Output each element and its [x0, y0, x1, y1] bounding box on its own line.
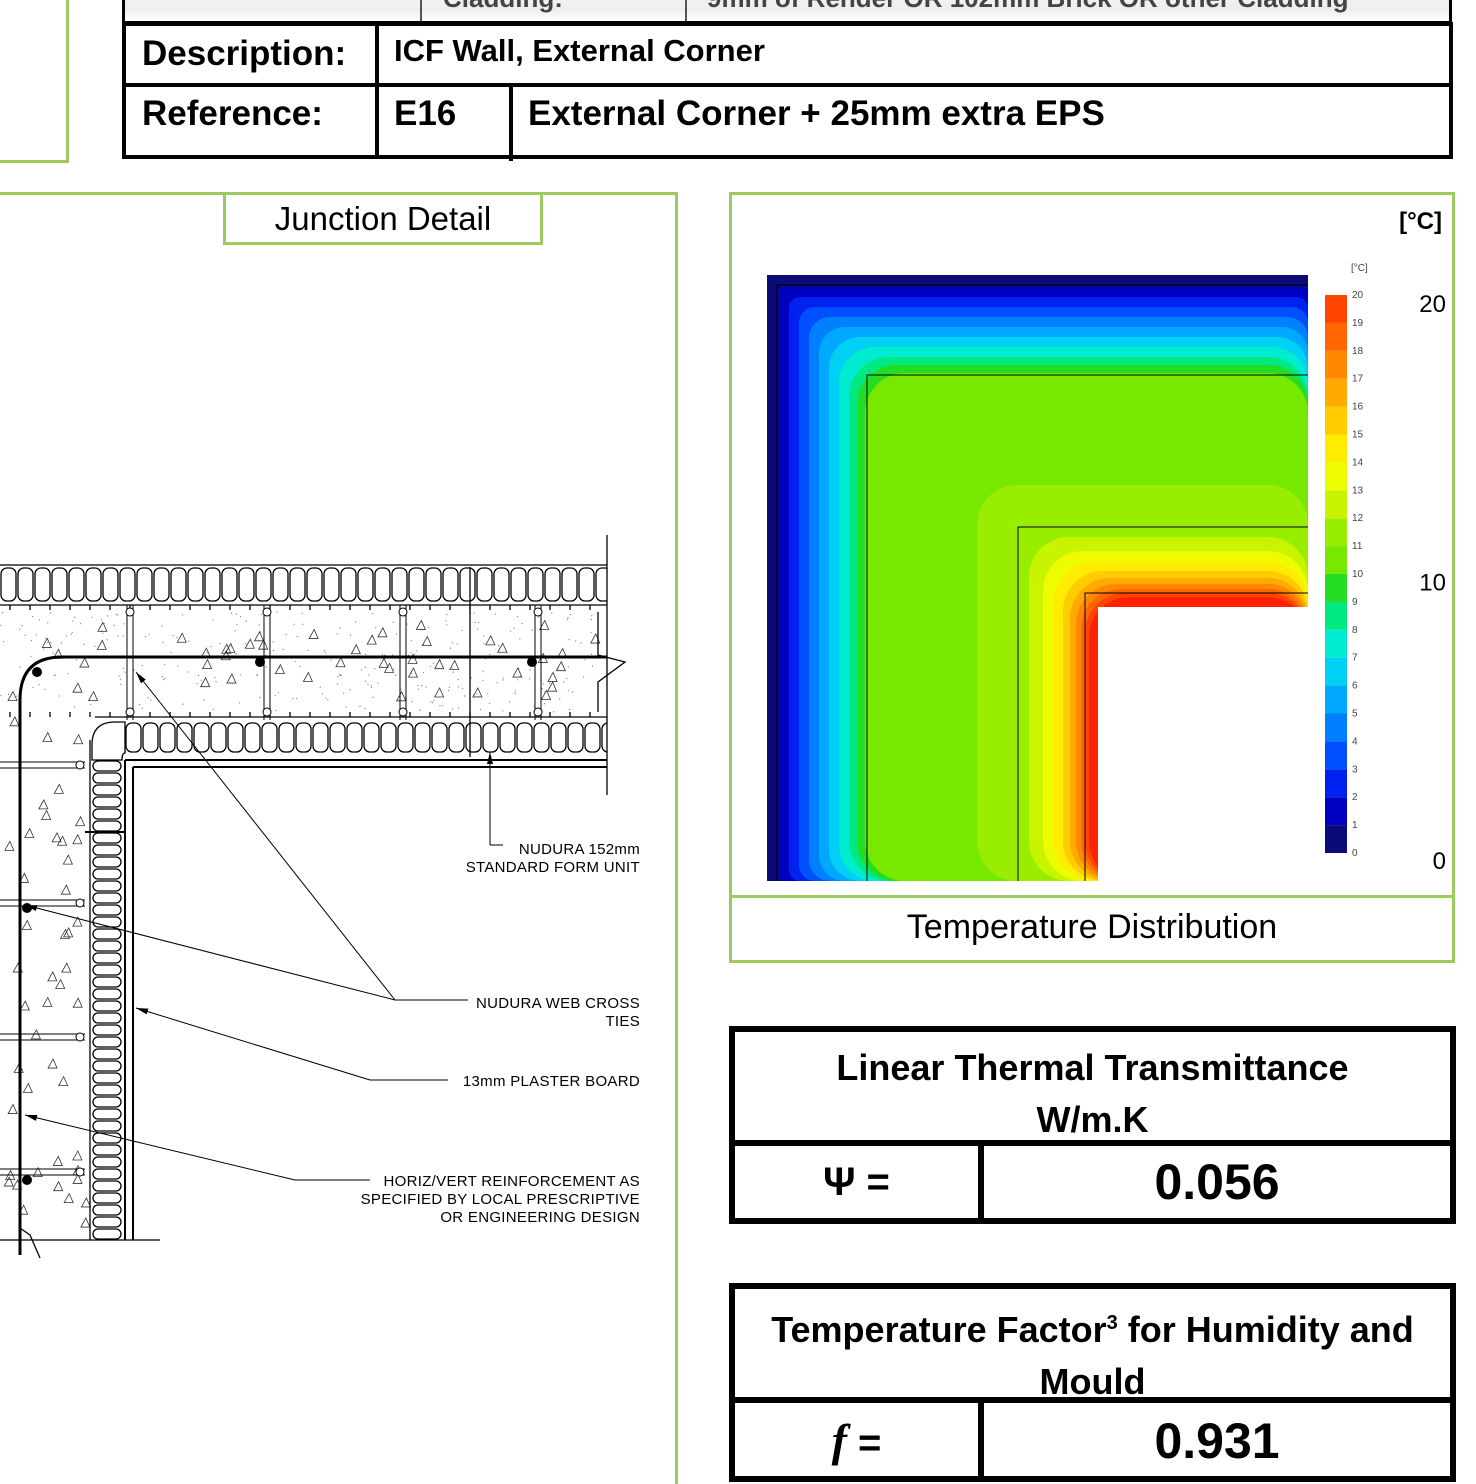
header-table: Description: ICF Wall, External Corner R… — [122, 22, 1453, 161]
junction-panel — [0, 192, 678, 1484]
psi-table: Linear Thermal Transmittance W/m.K Ψ = 0… — [729, 1026, 1456, 1224]
f-title-line2: Mould — [1039, 1361, 1146, 1402]
f-title: Temperature Factor — [771, 1309, 1107, 1350]
description: ICF Wall, External Corner — [394, 33, 765, 68]
f-table: Temperature Factor3 for Humidity and Mou… — [729, 1283, 1456, 1482]
side-box — [0, 0, 69, 163]
f-title-rest: for Humidity and — [1127, 1309, 1414, 1350]
thermal-panel: Temperature Distribution — [729, 192, 1455, 963]
f-value: 0.931 — [1154, 1413, 1280, 1469]
f-symbol: f — [831, 1415, 847, 1466]
thermal-caption: Temperature Distribution — [906, 908, 1278, 946]
psi-value: 0.056 — [1154, 1154, 1280, 1210]
psi-unit: W/m.K — [1036, 1099, 1149, 1140]
reference-label: Reference: — [142, 94, 323, 133]
cladding-row: Cladding: 9mm of Render OR 102mm Brick O… — [122, 0, 1452, 24]
f-equals: = — [858, 1421, 882, 1465]
reference-title: External Corner + 25mm extra EPS — [528, 94, 1105, 133]
description-label: Description: — [142, 34, 347, 73]
psi-title: Linear Thermal Transmittance — [836, 1047, 1349, 1088]
junction-title-box: Junction Detail — [223, 192, 543, 245]
f-superscript: 3 — [1106, 1312, 1118, 1334]
psi-symbol: Ψ = — [823, 1160, 890, 1204]
reference-code: E16 — [394, 94, 457, 133]
junction-title: Junction Detail — [274, 200, 492, 237]
cladding-label: Cladding: — [443, 0, 563, 14]
cladding-value: 9mm of Render OR 102mm Brick OR other Cl… — [707, 0, 1348, 14]
